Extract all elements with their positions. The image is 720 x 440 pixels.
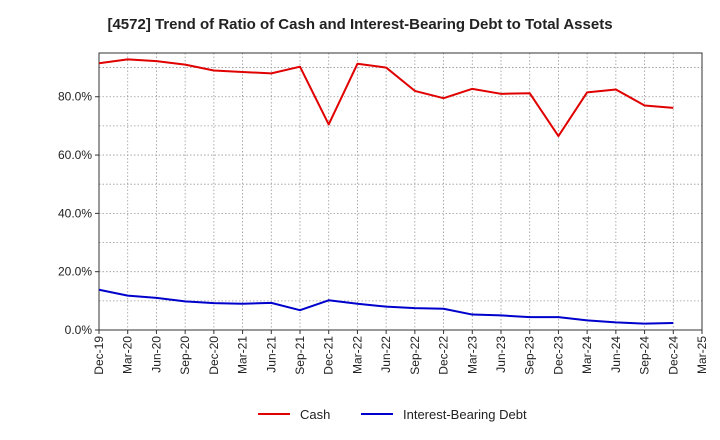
x-tick-label: Dec-21 bbox=[322, 336, 336, 375]
x-tick-label: Sep-22 bbox=[408, 336, 422, 375]
x-tick-label: Mar-20 bbox=[121, 336, 135, 374]
plot-frame bbox=[98, 52, 703, 331]
x-tick-label: Mar-22 bbox=[350, 336, 364, 374]
x-tick-label: Jun-21 bbox=[264, 336, 278, 373]
x-tick-label: Dec-20 bbox=[207, 336, 221, 375]
series-line-interest-bearing-debt bbox=[98, 288, 674, 325]
x-tick-label: Dec-24 bbox=[666, 336, 680, 375]
legend-label-interest-bearing-debt: Interest-Bearing Debt bbox=[403, 407, 527, 422]
y-tick-label: 80.0% bbox=[58, 90, 92, 104]
x-tick-label: Dec-22 bbox=[437, 336, 451, 375]
plot-area: 0.0% 20.0% 40.0% 60.0% 80.0% Dec-19 Mar-20 Jun-… bbox=[58, 52, 709, 375]
x-tick-label: Mar-23 bbox=[465, 336, 479, 374]
y-tick-label: 20.0% bbox=[58, 265, 92, 279]
x-tick-label: Jun-22 bbox=[379, 336, 393, 373]
x-tick-label: Dec-19 bbox=[92, 336, 106, 375]
y-tick-label: 0.0% bbox=[65, 323, 93, 337]
y-tick-label: 40.0% bbox=[58, 206, 92, 220]
x-tick-label: Mar-24 bbox=[580, 336, 594, 374]
x-tick-label: Sep-21 bbox=[293, 336, 307, 375]
x-tick-label: Jun-20 bbox=[149, 336, 163, 373]
x-tick-label: Jun-23 bbox=[494, 336, 508, 373]
x-tick-label: Mar-25 bbox=[695, 336, 709, 374]
x-tick-label: Sep-24 bbox=[638, 336, 652, 375]
x-tick-label: Jun-24 bbox=[609, 336, 623, 373]
x-tick-label: Sep-20 bbox=[178, 336, 192, 375]
legend: Cash Interest-Bearing Debt bbox=[258, 407, 527, 422]
series-line-cash bbox=[98, 58, 674, 138]
x-tick-label: Sep-23 bbox=[523, 336, 537, 375]
x-tick-label: Dec-23 bbox=[551, 336, 565, 375]
x-tick-label: Mar-21 bbox=[236, 336, 250, 374]
y-tick-label: 60.0% bbox=[58, 148, 92, 162]
chart-title: [4572] Trend of Ratio of Cash and Intere… bbox=[107, 16, 612, 33]
legend-label-cash: Cash bbox=[300, 407, 330, 422]
